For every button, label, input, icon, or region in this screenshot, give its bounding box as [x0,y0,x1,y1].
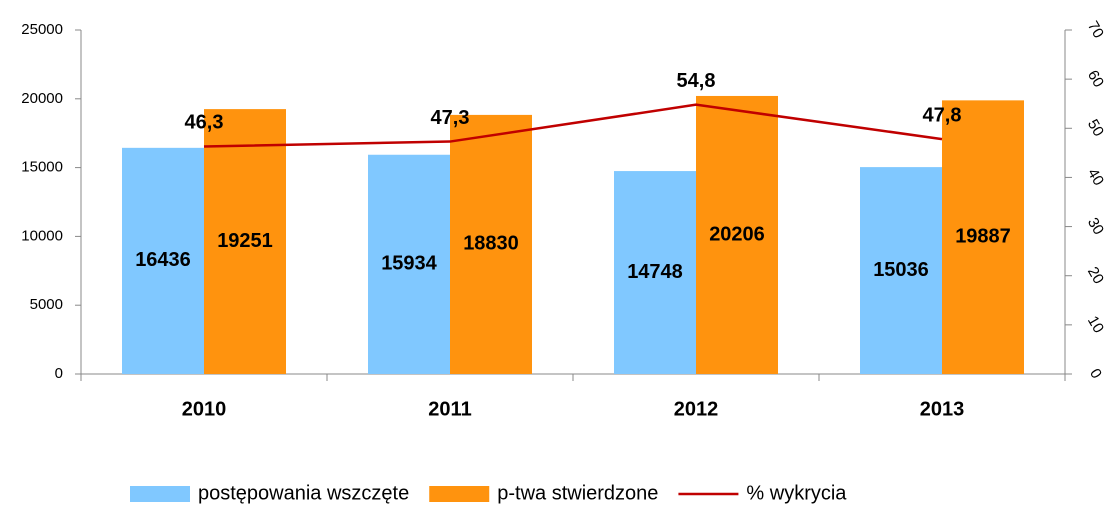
y-tick-label: 10000 [21,227,63,244]
bar [614,171,696,374]
bar [122,147,204,374]
y2-tick-label: 40 [1084,166,1107,189]
bar-label: 16436 [135,249,191,271]
line [203,103,943,148]
x-tick-label: 2011 [428,398,471,420]
legend-swatch [429,486,490,502]
line-label: 46,3 [185,112,224,134]
y2-tick-label: 0 [1086,366,1105,382]
bar [204,109,286,375]
line-label: 47,8 [923,104,962,126]
y-tick-label: 5000 [30,296,63,313]
legend-label: p-twa stwierdzone [497,482,658,504]
y2-tick-label: 30 [1084,215,1107,238]
bar [368,154,450,374]
x-tick-label: 2013 [920,398,965,420]
y2-tick-label: 70 [1084,18,1107,41]
bar-label: 15036 [873,259,929,281]
y2-tick-label: 10 [1084,313,1107,336]
y-tick-label: 20000 [21,90,63,107]
line-label: 54,8 [677,70,716,92]
bar-label: 19887 [955,225,1011,247]
y-tick-label: 15000 [21,159,63,176]
bar [860,167,942,374]
bar-label: 19251 [217,230,273,252]
bar [450,114,532,374]
y-tick-label: 25000 [21,21,63,38]
x-tick-label: 2010 [182,398,227,420]
y2-tick-label: 50 [1084,117,1107,140]
y2-tick-label: 60 [1084,67,1107,90]
line-label: 47,3 [431,107,470,129]
y2-tick-label: 20 [1084,264,1107,287]
legend-swatch [130,486,190,502]
bar-label: 18830 [463,233,519,255]
y-tick-label: 0 [55,365,63,382]
bar [942,100,1024,374]
bar-label: 14748 [627,261,683,283]
legend-label: postępowania wszczęte [198,482,409,504]
bar-label: 20206 [709,223,765,245]
bar [696,95,778,374]
x-tick-label: 2012 [674,398,719,420]
bar-label: 15934 [381,253,437,275]
legend-label: % wykrycia [746,482,847,504]
